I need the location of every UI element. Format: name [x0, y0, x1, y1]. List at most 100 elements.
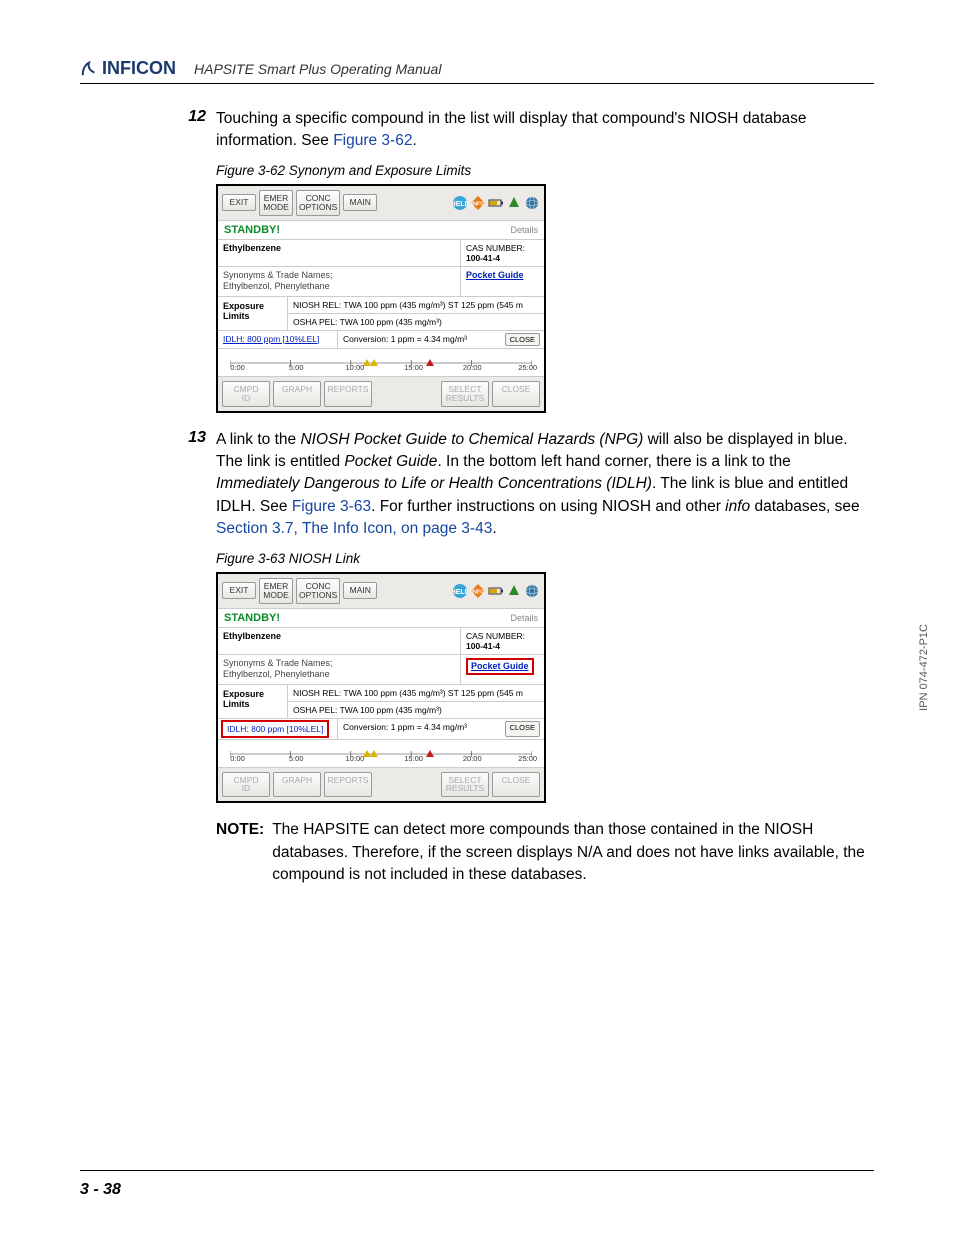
main-button[interactable]: MAIN — [343, 582, 377, 599]
niosh-rel: NIOSH REL: TWA 100 ppm (435 mg/m³) ST 12… — [288, 297, 544, 314]
figure-63-screenshot: EXIT EMER MODE CONC OPTIONS MAIN HELP IN… — [216, 572, 546, 804]
standby-label: STANDBY! — [224, 612, 280, 624]
text-italic: Pocket Guide — [344, 453, 437, 470]
marker-yellow-icon — [370, 359, 378, 366]
tick-label: 0:00 — [230, 363, 245, 372]
info-icon[interactable]: INFO — [470, 583, 486, 599]
text-italic: info — [725, 498, 750, 515]
compound-name: Ethylbenzene — [218, 628, 460, 654]
text: Touching a specific compound in the list… — [216, 110, 807, 149]
note-text: The HAPSITE can detect more compounds th… — [272, 819, 874, 886]
globe-icon[interactable] — [524, 583, 540, 599]
ss-status-bar: STANDBY! Details — [218, 220, 544, 240]
marker-red-icon — [426, 359, 434, 366]
tick-label: 15:00 — [404, 363, 423, 372]
ss-toolbar: EXIT EMER MODE CONC OPTIONS MAIN HELP IN… — [218, 186, 544, 220]
text: . — [412, 132, 416, 149]
details-link[interactable]: Details — [510, 225, 538, 235]
logo-icon — [80, 60, 98, 78]
text: A link to the — [216, 431, 300, 448]
syn-label: Synonyms & Trade Names; — [223, 270, 455, 281]
cmpd-id-button[interactable]: CMPD ID — [222, 381, 270, 407]
tree-icon[interactable] — [506, 583, 522, 599]
compound-name: Ethylbenzene — [218, 240, 460, 266]
battery-icon[interactable] — [488, 195, 504, 211]
main-button[interactable]: MAIN — [343, 194, 377, 211]
svg-text:HELP: HELP — [452, 201, 468, 208]
tick-label: 0:00 — [230, 754, 245, 763]
standby-label: STANDBY! — [224, 224, 280, 236]
brand-text: INFICON — [102, 58, 176, 79]
tick-label: 10:00 — [346, 754, 365, 763]
close-button[interactable]: CLOSE — [492, 381, 540, 407]
text-italic: NIOSH Pocket Guide to Chemical Hazards (… — [300, 431, 643, 448]
help-icon[interactable]: HELP — [452, 195, 468, 211]
step-12: 12 Touching a specific compound in the l… — [180, 108, 874, 153]
conc-options-button[interactable]: CONC OPTIONS — [296, 578, 340, 604]
ss-footer-buttons: CMPD ID GRAPH REPORTS SELECT RESULTS CLO… — [218, 377, 544, 411]
tree-icon[interactable] — [506, 195, 522, 211]
figure-ref-link[interactable]: Figure 3-63 — [292, 498, 371, 515]
reports-button[interactable]: REPORTS — [324, 772, 372, 798]
note-label: NOTE: — [216, 819, 272, 886]
timeline: 0:00 5:00 10:00 15:00 20:00 25:00 — [218, 740, 544, 768]
syn-label: Synonyms & Trade Names; — [223, 658, 455, 669]
figure-ref-link[interactable]: Figure 3-62 — [333, 132, 412, 149]
help-icon[interactable]: HELP — [452, 583, 468, 599]
select-results-button[interactable]: SELECT RESULTS — [441, 381, 489, 407]
cas-number: CAS NUMBER: 100-41-4 — [460, 628, 544, 654]
synonyms: Synonyms & Trade Names; Ethylbenzol, Phe… — [218, 267, 460, 296]
exposure-values: NIOSH REL: TWA 100 ppm (435 mg/m³) ST 12… — [288, 297, 544, 330]
marker-red-icon — [426, 750, 434, 757]
step-body: A link to the NIOSH Pocket Guide to Chem… — [216, 429, 874, 541]
close-small-button[interactable]: CLOSE — [505, 721, 540, 737]
tick-label: 20:00 — [463, 754, 482, 763]
tick-label: 20:00 — [463, 363, 482, 372]
synonyms: Synonyms & Trade Names; Ethylbenzol, Phe… — [218, 655, 460, 684]
highlight-red: Pocket Guide — [466, 658, 534, 675]
step-13: 13 A link to the NIOSH Pocket Guide to C… — [180, 429, 874, 541]
page-number: 3 - 38 — [80, 1181, 121, 1199]
graph-button[interactable]: GRAPH — [273, 381, 321, 407]
idlh-link[interactable]: IDLH: 800 ppm [10%LEL] — [218, 331, 338, 348]
osha-pel: OSHA PEL: TWA 100 ppm (435 mg/m³) — [288, 314, 544, 330]
tick-label: 5:00 — [289, 754, 304, 763]
ss-status-bar: STANDBY! Details — [218, 608, 544, 628]
idlh-link[interactable]: IDLH: 800 ppm [10%LEL] — [227, 724, 323, 734]
idlh-cell: IDLH: 800 ppm [10%LEL] — [218, 719, 338, 739]
close-small-button[interactable]: CLOSE — [505, 333, 540, 346]
tick-label: 5:00 — [289, 363, 304, 372]
info-icon[interactable]: INFO — [470, 195, 486, 211]
pocket-guide-link[interactable]: Pocket Guide — [471, 661, 529, 672]
pocket-guide-link[interactable]: Pocket Guide — [466, 270, 539, 281]
globe-icon[interactable] — [524, 195, 540, 211]
select-results-button[interactable]: SELECT RESULTS — [441, 772, 489, 798]
conc-options-button[interactable]: CONC OPTIONS — [296, 190, 340, 216]
section-ref-link[interactable]: Section 3.7, The Info Icon, on page 3-43 — [216, 520, 492, 537]
reports-button[interactable]: REPORTS — [324, 381, 372, 407]
graph-button[interactable]: GRAPH — [273, 772, 321, 798]
tick-label: 25:00 — [518, 363, 537, 372]
ss-toolbar: EXIT EMER MODE CONC OPTIONS MAIN HELP IN… — [218, 574, 544, 608]
exit-button[interactable]: EXIT — [222, 582, 256, 599]
document-ipn: IPN 074-472-P1C — [918, 624, 930, 711]
emer-mode-button[interactable]: EMER MODE — [259, 578, 293, 604]
cas-label: CAS NUMBER: — [466, 243, 539, 253]
step-number: 12 — [180, 108, 216, 153]
details-link[interactable]: Details — [510, 613, 538, 623]
exposure-values: NIOSH REL: TWA 100 ppm (435 mg/m³) ST 12… — [288, 685, 544, 718]
step-number: 13 — [180, 429, 216, 541]
close-button[interactable]: CLOSE — [492, 772, 540, 798]
cmpd-id-button[interactable]: CMPD ID — [222, 772, 270, 798]
tick-label: 25:00 — [518, 754, 537, 763]
figure-63-caption: Figure 3-63 NIOSH Link — [216, 551, 874, 566]
tick-label: 10:00 — [346, 363, 365, 372]
cas-label: CAS NUMBER: — [466, 631, 539, 641]
figure-62-caption: Figure 3-62 Synonym and Exposure Limits — [216, 163, 874, 178]
exposure-limits-label: Exposure Limits — [218, 297, 288, 330]
exit-button[interactable]: EXIT — [222, 194, 256, 211]
niosh-rel: NIOSH REL: TWA 100 ppm (435 mg/m³) ST 12… — [288, 685, 544, 702]
battery-icon[interactable] — [488, 583, 504, 599]
step-body: Touching a specific compound in the list… — [216, 108, 874, 153]
emer-mode-button[interactable]: EMER MODE — [259, 190, 293, 216]
